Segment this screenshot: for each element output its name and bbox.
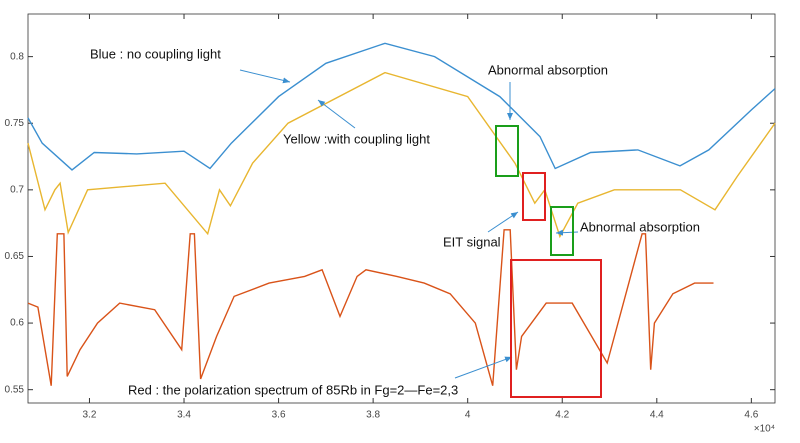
- x-tick-label: 3.2: [83, 410, 97, 421]
- highlight-box: [522, 172, 546, 221]
- y-tick-label: 0.55: [5, 384, 25, 395]
- annotation: Abnormal absorption: [488, 62, 608, 77]
- y-tick-label: 0.65: [5, 251, 25, 262]
- annotation: Abnormal absorption: [580, 219, 700, 234]
- x-tick-label: 4: [465, 410, 471, 421]
- y-tick-label: 0.8: [10, 51, 24, 62]
- x-tick-label: 4.6: [744, 410, 758, 421]
- arrow: [487, 211, 519, 233]
- annotation: Blue : no coupling light: [90, 46, 221, 61]
- series-line: [27, 229, 714, 386]
- plot-area: [27, 13, 776, 404]
- x-tick-label: 3.4: [177, 410, 191, 421]
- highlight-box: [495, 125, 519, 177]
- x-tick-label: 4.2: [555, 410, 569, 421]
- highlight-box: [550, 206, 574, 256]
- annotation: EIT signal: [443, 234, 501, 249]
- arrow: [454, 356, 513, 379]
- y-tick-label: 0.6: [10, 318, 24, 329]
- arrow: [239, 69, 291, 84]
- series-line: [27, 42, 776, 171]
- y-tick-label: 0.75: [5, 118, 25, 129]
- annotation: Red : the polarization spectrum of 85Rb …: [128, 382, 458, 397]
- y-tick-label: 0.7: [10, 184, 24, 195]
- annotation: Yellow :with coupling light: [283, 131, 430, 146]
- x-exponent: ×10⁴: [754, 424, 775, 435]
- x-tick-label: 3.8: [366, 410, 380, 421]
- x-tick-label: 4.4: [650, 410, 664, 421]
- highlight-box: [510, 259, 602, 398]
- x-tick-label: 3.6: [272, 410, 286, 421]
- arrow: [555, 229, 579, 236]
- series-line: [27, 71, 776, 239]
- arrow: [317, 99, 356, 129]
